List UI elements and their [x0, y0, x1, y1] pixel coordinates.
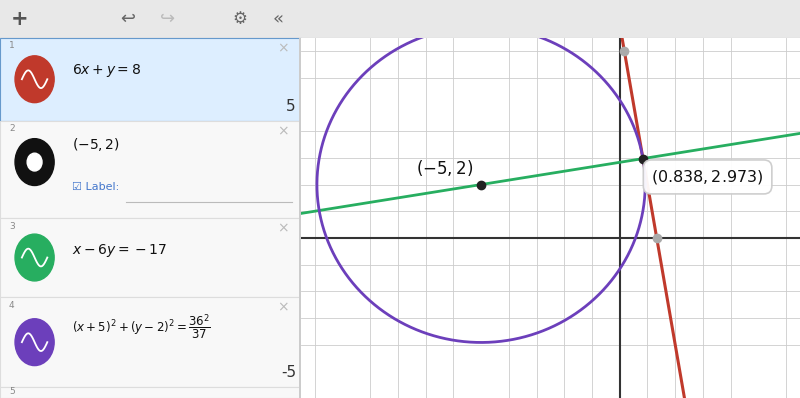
Bar [0, 218, 301, 297]
Text: $(-5, 2)$: $(-5, 2)$ [415, 158, 473, 178]
Text: +: + [11, 9, 29, 29]
Text: 5: 5 [9, 387, 14, 396]
Circle shape [27, 153, 42, 171]
Circle shape [15, 234, 54, 281]
Text: 4: 4 [9, 301, 14, 310]
Text: ☑ Label:: ☑ Label: [72, 182, 119, 192]
Text: 2: 2 [9, 124, 14, 133]
Text: ×: × [277, 222, 289, 236]
Text: $(x+5)^2 + (y-2)^2 = \dfrac{36^2}{37}$: $(x+5)^2 + (y-2)^2 = \dfrac{36^2}{37}$ [72, 313, 211, 342]
Bar [0, 387, 301, 398]
Bar [299, 38, 301, 398]
Text: ↩: ↩ [121, 10, 135, 28]
Bar [0, 38, 301, 121]
Text: $(0.838, 2.973)$: $(0.838, 2.973)$ [651, 168, 764, 186]
Text: 3: 3 [9, 222, 14, 230]
Circle shape [15, 56, 54, 103]
Text: ×: × [277, 41, 289, 55]
Text: $x - 6y = -17$: $x - 6y = -17$ [72, 242, 167, 259]
Text: ×: × [277, 124, 289, 138]
Text: $6x + y = 8$: $6x + y = 8$ [72, 62, 142, 79]
Text: ↪: ↪ [161, 10, 175, 28]
Text: «: « [273, 10, 284, 28]
Text: $(-5,2)$: $(-5,2)$ [72, 136, 120, 152]
Text: 1: 1 [9, 41, 14, 51]
Text: ⚙: ⚙ [233, 10, 247, 28]
Bar [0, 121, 301, 218]
Circle shape [15, 319, 54, 366]
Text: ×: × [277, 301, 289, 315]
Bar [0, 297, 301, 387]
Circle shape [15, 139, 54, 185]
